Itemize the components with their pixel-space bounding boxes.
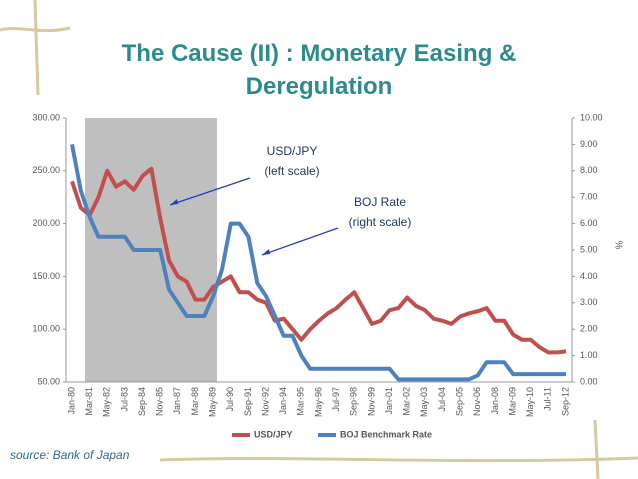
x-tick-label: Mar-95 xyxy=(296,387,306,416)
arrow-head xyxy=(262,249,270,255)
y2-tick-label: 6.00 xyxy=(580,218,598,228)
y-tick-label: 50.00 xyxy=(37,376,60,386)
x-tick-label: Jan-94 xyxy=(278,387,288,415)
x-tick-label: May-10 xyxy=(525,387,535,417)
annotation: (left scale) xyxy=(264,164,319,178)
annotation: USD/JPY xyxy=(267,144,318,158)
x-tick-label: Mar-09 xyxy=(507,387,517,416)
x-tick-label: Mar-02 xyxy=(402,387,412,416)
y2-tick-label: 1.00 xyxy=(580,350,598,360)
x-tick-label: Sep-12 xyxy=(560,387,570,416)
y-tick-label: 200.00 xyxy=(32,218,60,228)
y2-tick-label: 10.00 xyxy=(580,112,603,122)
x-tick-label: Nov-06 xyxy=(472,387,482,416)
y-tick-label: 100.00 xyxy=(32,324,60,334)
x-tick-label: May-03 xyxy=(419,387,429,417)
y2-tick-label: 4.00 xyxy=(580,271,598,281)
x-tick-label: Sep-98 xyxy=(349,387,359,416)
y2-tick-label: 2.00 xyxy=(580,324,598,334)
y2-tick-label: 9.00 xyxy=(580,139,598,149)
x-tick-label: Mar-88 xyxy=(190,387,200,416)
x-tick-label: May-96 xyxy=(313,387,323,417)
annotation: (right scale) xyxy=(349,215,412,229)
x-tick-label: Jul-04 xyxy=(437,387,447,412)
title: The Cause (II) : Monetary Easing & Dereg… xyxy=(121,40,517,100)
y2-tick-label: 8.00 xyxy=(580,165,598,175)
x-tick-label: Jan-87 xyxy=(172,387,182,415)
x-tick-label: Mar-81 xyxy=(84,387,94,416)
arrow-head xyxy=(170,199,178,205)
x-tick-label: Nov-92 xyxy=(260,387,270,416)
series-line xyxy=(70,144,566,382)
series-line xyxy=(70,166,567,355)
y-tick-label: 300.00 xyxy=(32,112,60,122)
x-tick-label: Jan-01 xyxy=(384,387,394,415)
x-tick-label: Sep-05 xyxy=(455,387,465,416)
annotation: BOJ Rate xyxy=(354,195,406,209)
source: source: Bank of Japan xyxy=(10,448,130,462)
y2-axis-label: % xyxy=(612,241,623,250)
x-tick-label: Sep-84 xyxy=(137,387,147,416)
y-tick-label: 150.00 xyxy=(32,271,60,281)
x-tick-label: Jan-08 xyxy=(490,387,500,415)
y2-tick-label: 3.00 xyxy=(580,297,598,307)
y-tick-label: 250.00 xyxy=(32,165,60,175)
y2-tick-label: 0.00 xyxy=(580,376,598,386)
arrow xyxy=(261,227,339,256)
x-tick-label: May-89 xyxy=(208,387,218,417)
y2-tick-label: 7.00 xyxy=(580,192,598,202)
x-tick-label: Sep-91 xyxy=(243,387,253,416)
x-tick-label: May-82 xyxy=(102,387,112,417)
y2-tick-label: 5.00 xyxy=(580,244,598,254)
x-tick-label: Nov-85 xyxy=(155,387,165,416)
x-tick-label: Jul-90 xyxy=(225,387,235,412)
x-tick-label: Jul-97 xyxy=(331,387,341,412)
legend-label: BOJ Benchmark Rate xyxy=(340,429,432,439)
x-tick-label: Nov-99 xyxy=(366,387,376,416)
x-tick-label: Jul-83 xyxy=(119,387,129,412)
legend-label: USD/JPY xyxy=(254,429,293,439)
x-tick-label: Jul-11 xyxy=(543,387,553,411)
arrow xyxy=(169,177,251,206)
x-tick-label: Jan-80 xyxy=(66,387,76,415)
